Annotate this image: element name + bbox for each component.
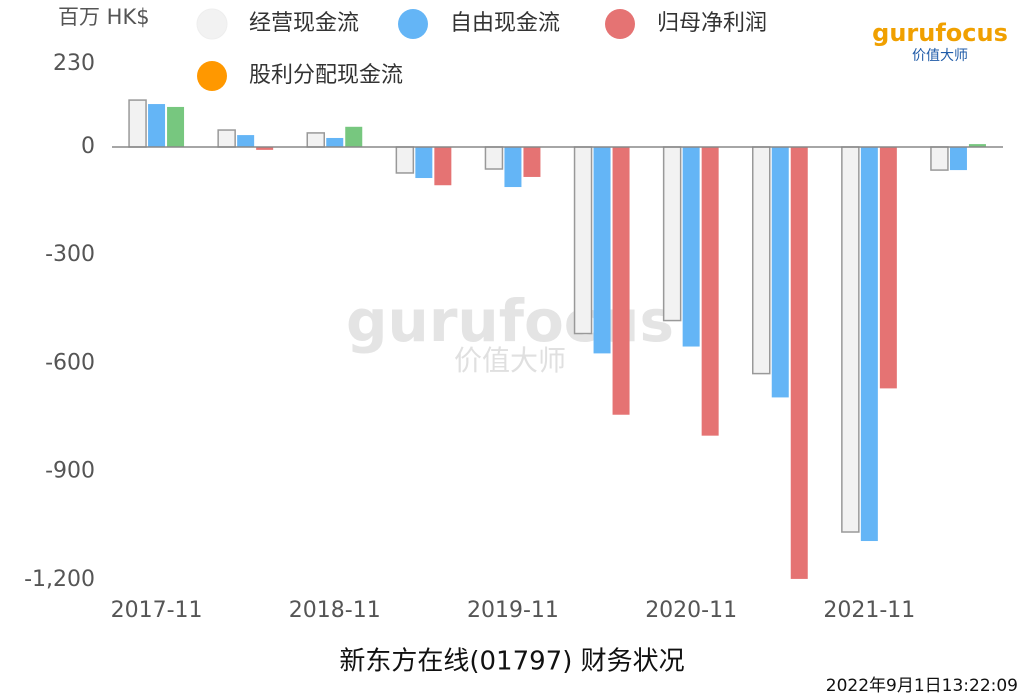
- legend-marker: [197, 61, 227, 91]
- y-unit: 百万 HK$: [58, 5, 150, 29]
- bar: [701, 146, 719, 436]
- bar: [504, 146, 522, 188]
- bar: [879, 146, 897, 389]
- x-tick-label: 2021-11: [823, 598, 915, 623]
- legend-label: 股利分配现金流: [249, 63, 403, 88]
- bar: [415, 146, 433, 179]
- bar: [128, 99, 147, 148]
- y-tick-label: 230: [53, 51, 95, 76]
- bar: [573, 146, 593, 335]
- bar: [790, 146, 808, 579]
- y-tick-label: 0: [81, 134, 95, 159]
- legend-marker: [605, 9, 635, 39]
- logo-tagline: 价值大师: [912, 48, 968, 64]
- bar: [217, 129, 236, 148]
- watermark-tagline: 价值大师: [454, 344, 566, 377]
- y-tick-label: -300: [45, 242, 95, 267]
- x-tick-label: 2018-11: [289, 598, 381, 623]
- bar: [930, 146, 949, 171]
- legend-marker: [398, 9, 428, 39]
- bar: [860, 146, 878, 542]
- bar: [484, 146, 504, 170]
- bar: [326, 137, 344, 147]
- y-tick-label: -600: [45, 350, 95, 375]
- bar: [395, 146, 415, 174]
- legend-label: 自由现金流: [450, 11, 560, 36]
- y-tick-label: -1,200: [24, 567, 95, 592]
- bar: [256, 146, 274, 150]
- bar: [593, 146, 611, 354]
- bar: [949, 146, 967, 171]
- bar: [306, 132, 325, 148]
- chart-title: 新东方在线(01797) 财务状况: [339, 647, 684, 677]
- bar: [662, 146, 682, 322]
- bar: [148, 104, 166, 147]
- bar: [841, 146, 860, 533]
- logo-brand: gurufocus: [872, 19, 1008, 47]
- bar: [237, 135, 255, 147]
- bar: [771, 146, 789, 398]
- bar: [752, 146, 771, 375]
- bar: [612, 146, 630, 415]
- timestamp: 2022年9月1日13:22:09: [826, 676, 1018, 696]
- y-tick-label: -900: [45, 459, 95, 484]
- x-tick-label: 2019-11: [467, 598, 559, 623]
- bar: [682, 146, 700, 347]
- bar: [523, 146, 541, 177]
- bar: [968, 144, 986, 147]
- legend-label: 经营现金流: [249, 11, 359, 36]
- bar: [345, 126, 363, 147]
- legend-marker: [196, 8, 228, 40]
- x-tick-label: 2017-11: [111, 598, 203, 623]
- legend-label: 归母净利润: [657, 11, 767, 36]
- bar: [434, 146, 452, 186]
- x-tick-label: 2020-11: [645, 598, 737, 623]
- bar: [167, 106, 185, 147]
